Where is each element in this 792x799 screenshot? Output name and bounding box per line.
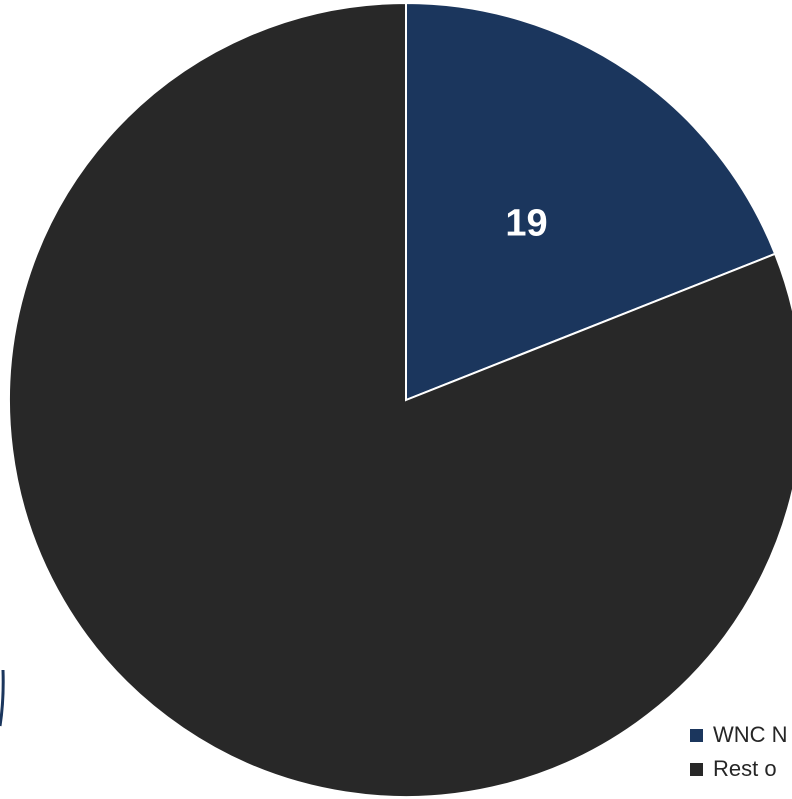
legend-swatch-0 — [690, 728, 703, 742]
legend-label-1: Rest o — [713, 756, 777, 781]
legend-item-1: Rest o — [690, 752, 788, 786]
data-label-0: 19 — [505, 203, 547, 245]
legend-swatch-1 — [690, 762, 703, 776]
chart-legend: WNC N Rest o — [690, 718, 788, 786]
pie-slice-1 — [8, 1, 792, 798]
legend-item-0: WNC N — [690, 718, 788, 752]
edge-accent-mark — [0, 669, 5, 727]
legend-label-0: WNC N — [713, 722, 788, 747]
pie-slice-0 — [405, 1, 777, 402]
